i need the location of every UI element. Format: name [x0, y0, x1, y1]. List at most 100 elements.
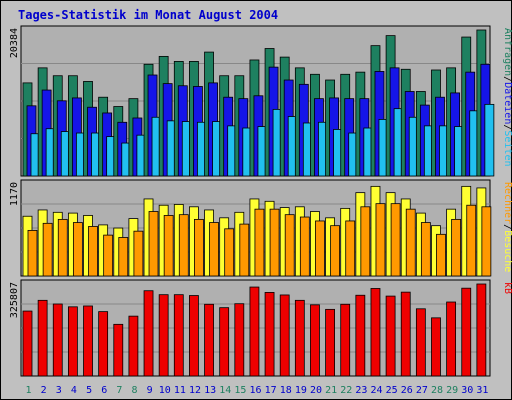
- bar-kb-day-7: [113, 323, 124, 377]
- bar-rechner-day-8: [133, 230, 144, 277]
- bar-rechner-day-10: [163, 215, 174, 277]
- x-label-day-1: 1: [26, 385, 32, 396]
- bar-rechner-day-18: [284, 214, 295, 277]
- bar-kb-day-12: [189, 295, 199, 377]
- x-label-day-5: 5: [86, 385, 92, 396]
- bar-kb-day-29: [446, 301, 457, 377]
- bar-kb-day-23: [355, 294, 366, 377]
- x-label-day-11: 11: [174, 385, 186, 396]
- x-label-day-21: 21: [325, 385, 337, 396]
- bar-rechner-day-9: [148, 211, 159, 277]
- bar-kb-day-2: [37, 299, 48, 377]
- legend-requests-dateien: Dateien: [502, 82, 512, 124]
- x-label-day-3: 3: [56, 385, 62, 396]
- x-label-day-30: 30: [461, 385, 473, 396]
- bar-rechner-day-6: [103, 234, 114, 277]
- bar-rechner-day-1: [27, 229, 38, 277]
- bar-rechner-day-31: [481, 206, 492, 277]
- legend-requests: Anfragen/Dateien/Seiten: [502, 28, 512, 167]
- x-label-day-14: 14: [219, 385, 231, 396]
- x-label-day-23: 23: [355, 385, 367, 396]
- x-label-day-2: 2: [41, 385, 47, 396]
- x-label-day-7: 7: [116, 385, 122, 396]
- bar-kb-day-20: [310, 304, 320, 377]
- legend-kb-kb: kB: [502, 282, 512, 294]
- x-label-day-4: 4: [71, 385, 77, 396]
- y-max-label-requests: 20384: [9, 28, 20, 58]
- x-label-day-19: 19: [295, 385, 307, 396]
- bar-kb-day-22: [340, 303, 351, 377]
- legend-requests-seiten: Seiten: [502, 130, 512, 166]
- bar-kb-day-27: [415, 308, 426, 377]
- bar-rechner-day-27: [420, 222, 431, 277]
- bar-kb-day-14: [219, 307, 230, 377]
- bar-rechner-day-5: [88, 226, 98, 277]
- legend-visits-besuche: Besuche: [502, 230, 512, 272]
- bar-rechner-day-12: [194, 218, 204, 277]
- legend-visits-separator-1: /: [502, 224, 512, 230]
- bar-rechner-day-22: [345, 220, 356, 277]
- bar-rechner-day-20: [315, 220, 325, 277]
- bar-kb-day-25: [385, 295, 396, 377]
- bar-kb-day-26: [400, 291, 411, 377]
- bar-kb-day-24: [370, 288, 381, 377]
- bar-kb-day-3: [52, 303, 63, 377]
- bar-kb-day-13: [204, 303, 214, 377]
- bar-rechner-day-3: [57, 218, 68, 277]
- bar-rechner-day-25: [390, 203, 401, 277]
- bar-rechner-day-2: [42, 222, 53, 277]
- bar-kb-day-17: [264, 292, 275, 377]
- x-label-day-15: 15: [234, 385, 246, 396]
- bar-rechner-day-15: [239, 223, 250, 277]
- bar-rechner-day-11: [178, 214, 189, 277]
- bar-rechner-day-13: [209, 222, 219, 277]
- bar-rechner-day-24: [375, 203, 386, 277]
- x-label-day-24: 24: [371, 385, 383, 396]
- x-label-day-9: 9: [147, 385, 153, 396]
- bar-rechner-day-16: [254, 208, 265, 277]
- x-label-day-16: 16: [249, 385, 261, 396]
- legend-visits: Rechner/Besuche: [502, 182, 512, 272]
- x-label-day-28: 28: [431, 385, 443, 396]
- x-label-day-12: 12: [189, 385, 201, 396]
- bar-kb-day-19: [294, 299, 305, 377]
- bar-rechner-day-19: [299, 216, 310, 277]
- legend-requests-separator-1: /: [502, 76, 512, 82]
- bar-kb-day-9: [143, 290, 154, 377]
- bar-rechner-day-23: [360, 206, 371, 277]
- x-label-day-17: 17: [265, 385, 277, 396]
- bar-kb-day-30: [461, 287, 472, 377]
- chart-title: Tages-Statistik im Monat August 2004: [18, 8, 279, 22]
- bar-kb-day-6: [98, 311, 109, 377]
- x-label-day-10: 10: [159, 385, 171, 396]
- x-label-day-20: 20: [310, 385, 322, 396]
- bar-kb-day-15: [234, 303, 245, 377]
- legend-kb: kB: [502, 282, 512, 294]
- bar-kb-day-8: [128, 315, 139, 377]
- legend-requests-anfragen: Anfragen: [502, 28, 512, 76]
- bar-kb-day-5: [83, 305, 93, 377]
- bar-kb-day-10: [158, 294, 169, 377]
- x-label-day-22: 22: [340, 385, 352, 396]
- bar-rechner-day-29: [451, 218, 462, 277]
- bar-rechner-day-28: [436, 233, 446, 277]
- x-label-day-13: 13: [204, 385, 216, 396]
- x-label-day-6: 6: [101, 385, 107, 396]
- y-max-label-visits: 1170: [9, 182, 20, 206]
- bar-kb-day-18: [279, 294, 290, 377]
- bar-rechner-day-4: [72, 222, 83, 277]
- x-label-day-29: 29: [446, 385, 458, 396]
- bar-kb-day-16: [249, 286, 260, 377]
- bar-rechner-day-17: [269, 208, 280, 277]
- bar-kb-day-11: [173, 294, 184, 377]
- y-max-label-kb: 325807: [9, 282, 20, 318]
- bar-seiten-day-31: [484, 103, 495, 177]
- x-label-day-8: 8: [131, 385, 137, 396]
- bar-rechner-day-21: [330, 225, 340, 277]
- bar-kb-day-28: [431, 317, 441, 377]
- bar-rechner-day-30: [466, 204, 477, 277]
- x-label-day-18: 18: [280, 385, 292, 396]
- bar-kb-day-4: [67, 306, 78, 377]
- bar-kb-day-1: [22, 310, 33, 377]
